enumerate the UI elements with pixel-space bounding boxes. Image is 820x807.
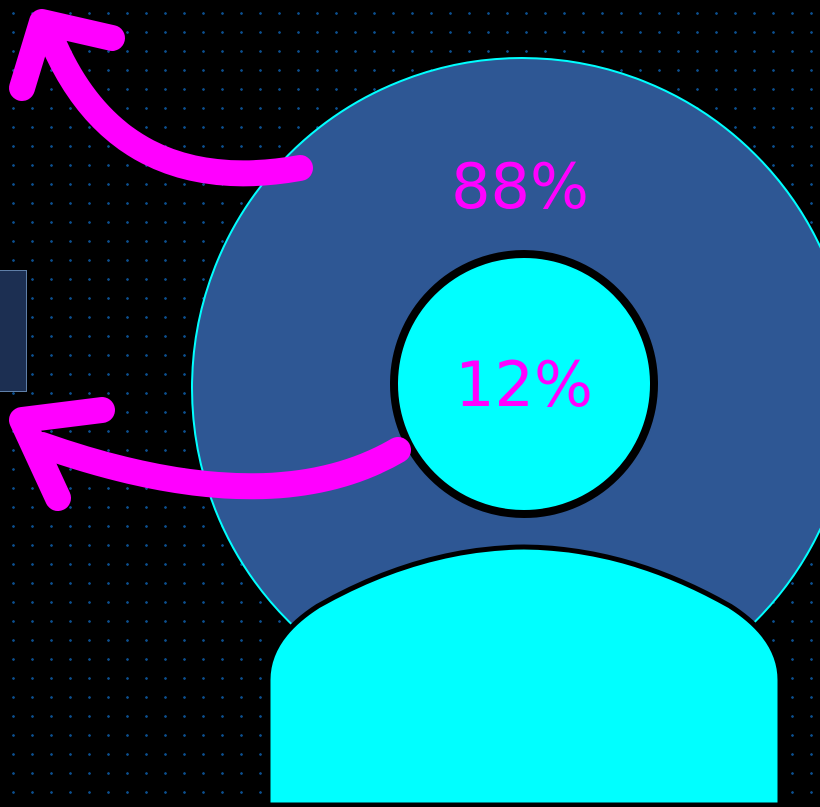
inner-circle (390, 250, 658, 518)
side-panel (0, 270, 27, 392)
inner-percent-label: 12% (455, 348, 593, 421)
person-silhouette-icon (265, 544, 783, 807)
curved-arrow-up-left-icon (9, 9, 313, 187)
outer-percent-label: 88% (451, 150, 589, 223)
curved-arrow-left-icon (9, 397, 411, 511)
